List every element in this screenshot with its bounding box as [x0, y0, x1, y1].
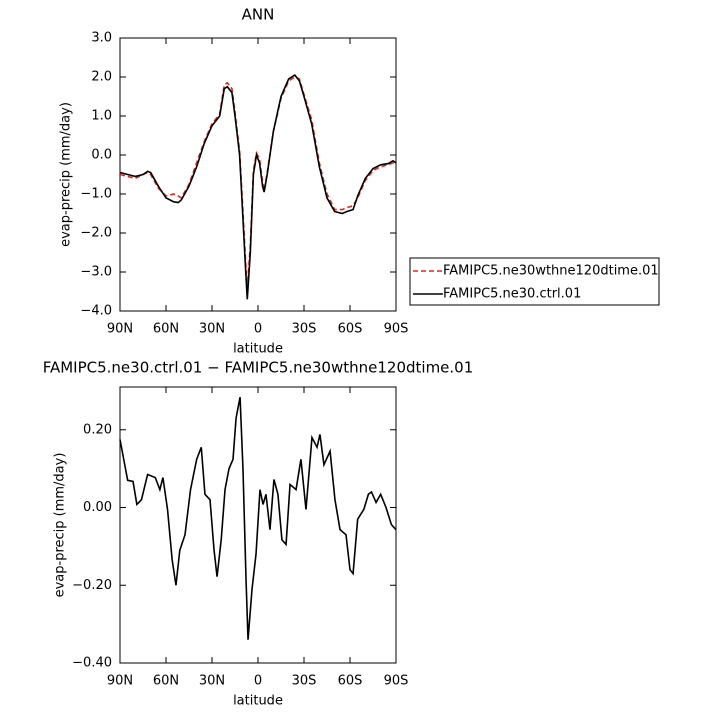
y-tick-label: −3.0	[80, 265, 112, 280]
x-tick-label: 0	[254, 322, 262, 337]
y-tick-label: −1.0	[80, 187, 112, 202]
legend-label: FAMIPC5.ne30wthne120dtime.01	[443, 264, 659, 279]
data-line	[119, 76, 396, 288]
y-tick-label: 0.0	[91, 148, 112, 163]
plot-frame	[119, 37, 397, 312]
chart-title: ANN	[242, 6, 275, 24]
data-line	[119, 396, 397, 640]
x-tick-label: 0	[254, 674, 262, 689]
x-axis-label: latitude	[233, 342, 283, 357]
x-tick-label: 30N	[199, 674, 225, 689]
x-tick-label: 60N	[153, 322, 179, 337]
x-axis-label: latitude	[233, 694, 283, 709]
y-tick-label: −0.20	[72, 578, 112, 593]
y-tick-label: 0.20	[83, 422, 112, 437]
y-tick-label: 0.00	[83, 500, 112, 515]
data-line	[119, 73, 397, 300]
y-tick-label: 2.0	[91, 70, 112, 85]
x-tick-label: 60S	[338, 674, 363, 689]
y-axis-label: evap-precip (mm/day)	[59, 102, 74, 247]
y-axis-label: evap-precip (mm/day)	[53, 453, 68, 598]
legend-label: FAMIPC5.ne30.ctrl.01	[443, 287, 581, 302]
y-tick-label: −4.0	[80, 304, 112, 319]
x-tick-label: 90N	[107, 322, 133, 337]
x-tick-label: 90S	[384, 674, 409, 689]
x-tick-label: 30S	[292, 322, 317, 337]
y-tick-label: 1.0	[91, 109, 112, 124]
y-tick-label: 3.0	[91, 31, 112, 46]
x-tick-label: 60S	[338, 322, 363, 337]
x-tick-label: 30N	[199, 322, 225, 337]
chart-title: FAMIPC5.ne30.ctrl.01 − FAMIPC5.ne30wthne…	[43, 359, 474, 377]
y-tick-label: −0.40	[72, 656, 112, 671]
x-tick-label: 30S	[292, 674, 317, 689]
x-tick-label: 90N	[107, 674, 133, 689]
y-tick-label: −2.0	[80, 226, 112, 241]
x-tick-label: 90S	[384, 322, 409, 337]
x-tick-label: 60N	[153, 674, 179, 689]
legend-box	[409, 257, 660, 306]
